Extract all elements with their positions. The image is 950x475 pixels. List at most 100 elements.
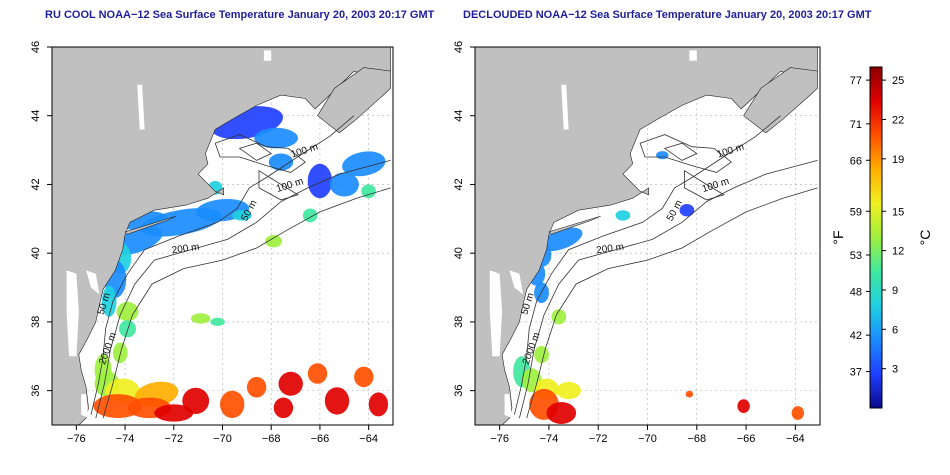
- land-mass: [475, 47, 818, 425]
- celsius-tick-label: 25: [892, 75, 904, 87]
- sst-patch: [737, 399, 750, 413]
- long-island-land: [548, 215, 601, 235]
- sst-patch: [329, 172, 359, 197]
- fahrenheit-tick-label: 37: [850, 367, 862, 379]
- x-tick-label: −64: [786, 433, 805, 445]
- sst-patch: [268, 153, 294, 171]
- fahrenheit-axis-label: °F: [830, 230, 846, 244]
- sst-patch: [109, 242, 132, 274]
- contour-50m: [514, 115, 781, 415]
- long-island-land: [124, 215, 177, 235]
- contour-label: 200 m: [596, 242, 625, 257]
- celsius-tick-label: 19: [892, 154, 904, 166]
- celsius-axis-label: °C: [917, 230, 933, 246]
- y-tick-label: 46: [453, 41, 465, 53]
- sst-patch: [307, 163, 333, 199]
- sst-patch: [556, 382, 581, 400]
- x-tick-label: −72: [589, 433, 608, 445]
- celsius-tick-label: 15: [892, 206, 904, 218]
- sst-patch: [117, 211, 167, 230]
- contour-200m: [519, 160, 818, 419]
- contour-2000m: [526, 187, 818, 419]
- lake: [561, 84, 569, 130]
- sst-patch: [307, 363, 328, 384]
- sst-patch: [302, 208, 318, 223]
- y-tick-label: 36: [30, 385, 42, 397]
- lake: [137, 84, 145, 130]
- delaware-bay: [509, 270, 524, 295]
- celsius-tick-label: 3: [892, 364, 898, 376]
- nova-scotia-land: [317, 67, 391, 134]
- x-tick-label: −70: [213, 433, 232, 445]
- sst-patch: [513, 356, 531, 388]
- fahrenheit-tick-label: 42: [850, 330, 862, 342]
- contour-2000m: [102, 187, 391, 419]
- x-tick-label: −68: [687, 433, 706, 445]
- delaware-bay: [86, 270, 100, 295]
- contour-label: 50 m: [665, 198, 685, 223]
- sst-patch: [111, 227, 163, 256]
- colorbar-gradient: [869, 66, 883, 409]
- sst-patch: [93, 394, 143, 419]
- chesapeake-bay: [66, 270, 79, 357]
- right-map-title: DECLOUDED NOAA−12 Sea Surface Temperatur…: [463, 9, 872, 21]
- contour-label: 50 m: [239, 198, 259, 223]
- sst-patch: [119, 320, 136, 338]
- fahrenheit-tick-label: 71: [850, 119, 862, 131]
- x-tick-label: −76: [490, 433, 509, 445]
- left-map-title: RU COOL NOAA−12 Sea Surface Temperature …: [45, 9, 435, 21]
- contour-label: 2000 m: [97, 331, 119, 366]
- sst-patch: [273, 397, 294, 419]
- sst-patch: [94, 370, 120, 397]
- sst-patch: [232, 210, 252, 221]
- sst-patch: [94, 354, 112, 386]
- sst-patch: [182, 387, 210, 414]
- y-tick-label: 38: [30, 316, 42, 328]
- sst-patch: [685, 390, 694, 398]
- sst-patch: [354, 366, 374, 388]
- sst-patch: [254, 127, 298, 149]
- ocean-background: [475, 47, 820, 425]
- y-tick-label: 46: [30, 41, 42, 53]
- sst-patch: [540, 227, 583, 252]
- sst-patch: [534, 346, 549, 364]
- sst-patch: [361, 184, 376, 199]
- x-tick-label: −72: [164, 433, 183, 445]
- sst-patch: [529, 388, 559, 420]
- lake: [689, 50, 697, 61]
- x-tick-label: −64: [359, 433, 378, 445]
- sst-patch: [551, 309, 567, 325]
- sst-patch: [105, 378, 140, 403]
- sst-patch: [528, 261, 546, 286]
- sst-patch: [190, 313, 211, 324]
- lake: [81, 394, 89, 419]
- contour-200m: [95, 160, 391, 419]
- celsius-tick-label: 9: [892, 285, 898, 297]
- fahrenheit-tick-label: 77: [850, 75, 862, 87]
- y-tick-label: 36: [453, 385, 465, 397]
- x-tick-label: −70: [638, 433, 657, 445]
- contour-100m: [214, 134, 306, 173]
- sst-patch: [116, 302, 139, 322]
- y-tick-label: 38: [453, 316, 465, 328]
- x-tick-label: −74: [116, 433, 135, 445]
- sst-patch: [140, 208, 222, 237]
- map-frame: [51, 46, 394, 426]
- x-tick-label: −76: [67, 433, 86, 445]
- fahrenheit-tick-label: 59: [850, 206, 862, 218]
- sst-patch: [135, 381, 179, 407]
- contour-label: 100 m: [716, 142, 746, 161]
- contour-100m: [684, 169, 725, 201]
- contour-100m: [258, 169, 299, 201]
- sst-patch: [265, 235, 283, 248]
- x-tick-label: −68: [262, 433, 281, 445]
- sst-patch: [195, 198, 250, 222]
- sst-patch: [210, 317, 225, 326]
- ocean-background: [52, 47, 393, 425]
- sst-patch: [791, 406, 804, 420]
- fahrenheit-tick-label: 53: [850, 250, 862, 262]
- lake: [263, 50, 272, 61]
